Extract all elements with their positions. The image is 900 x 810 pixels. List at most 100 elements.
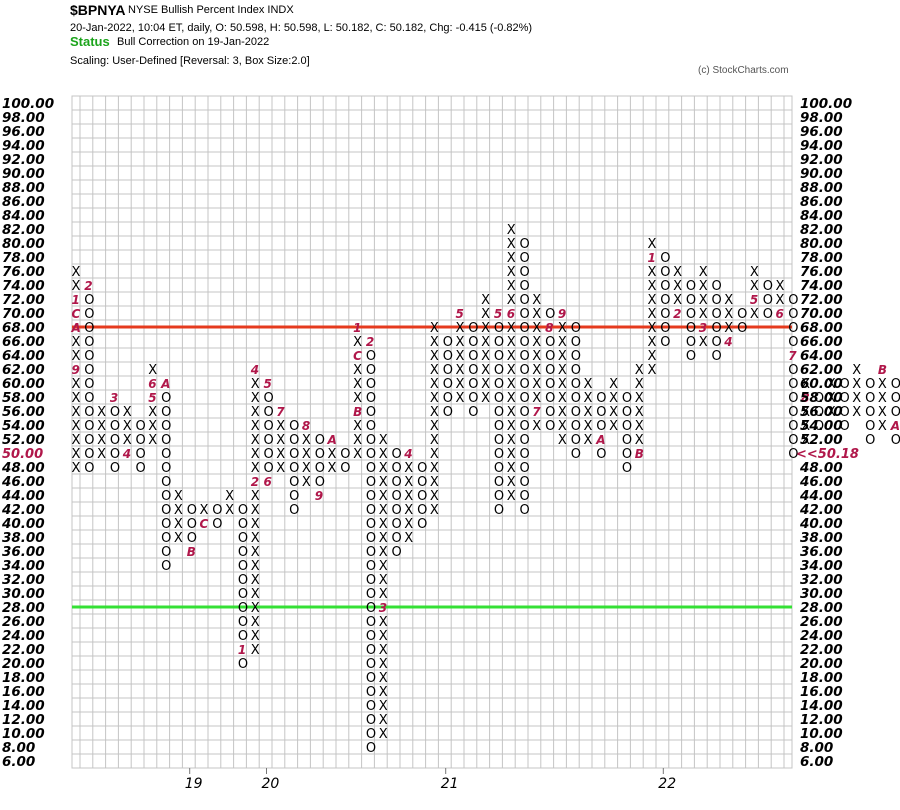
x-box: X (97, 405, 106, 420)
o-box: O (238, 503, 248, 518)
o-box: O (417, 517, 427, 532)
y-axis-right: 100.0098.0096.0094.0092.0090.0088.0086.0… (796, 96, 859, 770)
o-box: O (366, 643, 376, 658)
y-tick-right: 86.00 (800, 194, 843, 210)
x-box: X (507, 293, 516, 308)
x-box: X (251, 433, 260, 448)
x-box: X (353, 335, 362, 350)
o-box: O (366, 615, 376, 630)
o-box: O (788, 293, 798, 308)
o-box: O (289, 489, 299, 504)
o-box: O (161, 419, 171, 434)
x-box: X (72, 433, 81, 448)
o-box: O (660, 293, 670, 308)
o-box: O (366, 517, 376, 532)
x-box: X (750, 265, 759, 280)
y-tick-right: 90.00 (800, 166, 843, 182)
o-box: O (814, 419, 824, 434)
o-box: O (494, 349, 504, 364)
o-box: O (392, 447, 402, 462)
o-box: O (468, 363, 478, 378)
x-box: X (648, 307, 657, 322)
y-tick-left: 76.00 (2, 264, 45, 280)
x-box: X (251, 517, 260, 532)
x-box: X (353, 363, 362, 378)
o-box: O (737, 321, 747, 336)
month-marker: 4 (403, 447, 412, 461)
y-tick-right: 60.00 (800, 376, 843, 392)
x-box: X (353, 419, 362, 434)
y-tick-left: 56.00 (2, 404, 45, 420)
y-tick-left: 6.00 (2, 754, 35, 770)
o-box: O (840, 377, 850, 392)
x-box: X (532, 391, 541, 406)
x-box: X (584, 433, 593, 448)
x-box: X (699, 335, 708, 350)
x-box: X (328, 447, 337, 462)
o-box: O (520, 433, 530, 448)
x-box: X (750, 307, 759, 322)
o-box: O (622, 405, 632, 420)
o-box: O (520, 265, 530, 280)
x-box: X (776, 293, 785, 308)
x-box: X (852, 377, 861, 392)
o-box: O (788, 363, 798, 378)
o-box: O (161, 489, 171, 504)
o-box: O (443, 405, 453, 420)
month-marker: 6 (776, 307, 784, 321)
x-box: X (584, 377, 593, 392)
y-tick-right: 56.00 (800, 404, 843, 420)
x-box: X (609, 391, 618, 406)
o-box: O (366, 503, 376, 518)
o-box: O (84, 307, 94, 322)
y-tick-left-current: 50.00 (2, 447, 43, 462)
o-box: O (596, 419, 606, 434)
x-box: X (558, 321, 567, 336)
o-box: O (788, 447, 798, 462)
y-tick-right: 80.00 (800, 236, 843, 252)
y-tick-left: 40.00 (1, 516, 45, 532)
x-box: X (507, 279, 516, 294)
o-box: O (366, 363, 376, 378)
x-box: X (801, 419, 810, 434)
x-box: X (379, 643, 388, 658)
o-box: O (289, 461, 299, 476)
y-tick-right: 54.00 (800, 418, 843, 434)
x-box: X (72, 447, 81, 462)
x-box: X (558, 335, 567, 350)
o-box: O (788, 405, 798, 420)
x-box: X (251, 377, 260, 392)
o-box: O (596, 447, 606, 462)
o-box: O (366, 545, 376, 560)
o-box: O (622, 461, 632, 476)
o-box: O (110, 405, 120, 420)
x-box: X (481, 335, 490, 350)
o-box: O (238, 545, 248, 560)
o-box: O (571, 335, 581, 350)
y-tick-right: 58.00 (800, 390, 843, 406)
x-box: X (532, 293, 541, 308)
x-box: X (353, 433, 362, 448)
o-box: O (686, 293, 696, 308)
x-box: X (379, 699, 388, 714)
o-box: O (417, 489, 427, 504)
o-box: O (366, 685, 376, 700)
y-tick-left: 66.00 (2, 334, 45, 350)
x-box: X (72, 265, 81, 280)
x-box: X (379, 629, 388, 644)
month-marker: 5 (456, 307, 464, 321)
x-box: X (532, 377, 541, 392)
y-tick-right: 16.00 (800, 684, 843, 700)
o-box: O (84, 419, 94, 434)
o-box: O (660, 321, 670, 336)
y-tick-left: 34.00 (2, 558, 45, 574)
o-box: O (84, 405, 94, 420)
o-box: O (737, 307, 747, 322)
o-box: O (712, 349, 722, 364)
x-box: X (648, 265, 657, 280)
x-box: X (148, 433, 157, 448)
o-box: O (891, 433, 900, 448)
ticker-symbol: $BPNYA (70, 2, 126, 18)
o-box: O (686, 307, 696, 322)
o-box: O (366, 531, 376, 546)
